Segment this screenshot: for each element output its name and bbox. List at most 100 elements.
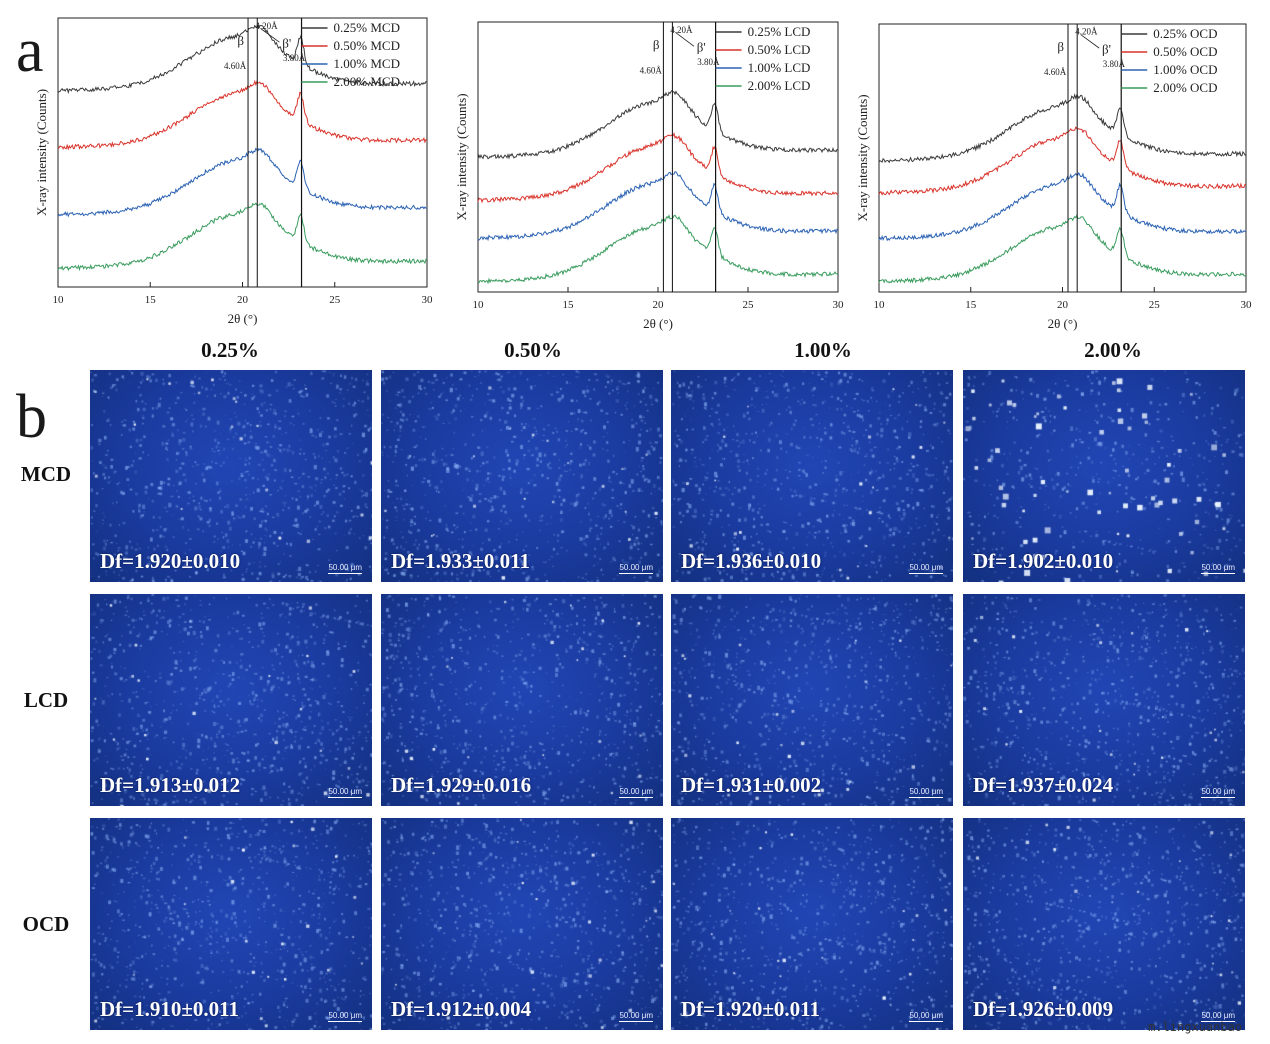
micrograph-mcd-0: Df=1.920±0.010 50.00 μm xyxy=(90,370,372,582)
xrd-chart-2: β 4.60Å β' 4.20Å 3.80Å 0.25% OCD 0.50% OCD 1.00… xyxy=(855,23,1253,331)
series-line-0 xyxy=(477,89,839,160)
annotation-4: 3.80Å xyxy=(1103,59,1126,69)
xrd-chart-1: β 4.60Å β' 4.20Å 3.80Å 0.25% LCD 0.50% LCD 1.00… xyxy=(454,21,845,331)
fractal-dimension-label: Df=1.929±0.016 xyxy=(391,773,532,797)
legend-entry-2: 1.00% OCD xyxy=(1153,62,1217,77)
crystal-texture xyxy=(671,594,953,806)
fractal-dimension-label: Df=1.937±0.024 xyxy=(973,773,1114,797)
fractal-dimension-label: Df=1.920±0.011 xyxy=(681,997,820,1021)
panel-a-label: a xyxy=(16,17,44,85)
crystal-texture xyxy=(381,370,663,582)
annotation-4: 3.80Å xyxy=(283,53,306,63)
legend-entry-3: 2.00% MCD xyxy=(334,74,400,89)
x-tick-label-4: 30 xyxy=(1241,299,1253,311)
legend-entry-1: 0.50% MCD xyxy=(334,38,400,53)
annotation-2: β' xyxy=(282,36,291,51)
legend-entry-2: 1.00% MCD xyxy=(334,56,400,71)
fractal-dimension-label: Df=1.920±0.010 xyxy=(100,549,241,573)
fractal-dimension-label: Df=1.912±0.004 xyxy=(391,997,532,1021)
scale-bar: 50.00 μm xyxy=(328,1011,362,1022)
micrograph-lcd-2: Df=1.931±0.002 50.00 μm xyxy=(671,594,953,806)
x-tick-label-4: 30 xyxy=(422,294,434,306)
series-line-2 xyxy=(477,171,839,242)
row-header-lcd: LCD xyxy=(23,688,69,712)
x-tick-label-1: 15 xyxy=(563,299,575,311)
legend-entry-0: 0.25% MCD xyxy=(334,20,400,35)
legend-entry-2: 1.00% LCD xyxy=(748,60,811,75)
x-tick-label-2: 20 xyxy=(653,299,665,311)
series-line-1 xyxy=(477,132,839,204)
series-line-1 xyxy=(878,126,1247,196)
y-axis-label: X-ray intensity (Counts) xyxy=(454,93,469,220)
micrograph-mcd-1: Df=1.933±0.011 50.00 μm xyxy=(381,370,663,582)
crystal-texture xyxy=(90,594,372,806)
annotation-arrow xyxy=(675,32,695,47)
legend-entry-0: 0.25% OCD xyxy=(1153,26,1217,41)
y-axis-label: X-ray intensity (Counts) xyxy=(34,89,49,216)
annotation-0: β xyxy=(1057,39,1064,54)
crystal-texture xyxy=(90,818,372,1030)
legend-entry-0: 0.25% LCD xyxy=(748,24,811,39)
annotation-arrow xyxy=(260,28,280,43)
fractal-dimension-label: Df=1.910±0.011 xyxy=(100,997,239,1021)
row-header-ocd: OCD xyxy=(22,912,70,936)
annotation-3: 4.20Å xyxy=(1075,27,1098,37)
fractal-dimension-label: Df=1.931±0.002 xyxy=(681,773,822,797)
annotation-2: β' xyxy=(697,40,706,55)
micrograph-lcd-1: Df=1.929±0.016 50.00 μm xyxy=(381,594,663,806)
legend-entry-3: 2.00% OCD xyxy=(1153,80,1217,95)
crystal-texture xyxy=(671,370,953,582)
column-header-3: 2.00% xyxy=(1084,338,1142,362)
y-axis-label: X-ray intensity (Counts) xyxy=(855,94,870,221)
x-axis-label: 2θ (°) xyxy=(228,311,258,326)
fractal-dimension-label: Df=1.933±0.011 xyxy=(391,549,530,573)
crystal-texture xyxy=(963,370,1245,582)
xrd-chart-0: β 4.60Å β' 4.20Å 3.80Å 0.25% MCD 0.50% MCD 1.00… xyxy=(34,17,434,326)
series-line-3 xyxy=(57,202,428,272)
scale-bar: 50.00 μm xyxy=(619,1011,653,1022)
annotation-1: 4.60Å xyxy=(640,65,663,75)
series-line-3 xyxy=(477,214,839,285)
crystal-texture xyxy=(381,818,663,1030)
annotation-4: 3.80Å xyxy=(697,57,720,67)
x-tick-label-1: 15 xyxy=(145,294,157,306)
scale-bar: 50.00 μm xyxy=(619,787,653,798)
micrograph-ocd-2: Df=1.920±0.011 50.00 μm xyxy=(671,818,953,1030)
scale-bar: 50.00 μm xyxy=(619,563,653,574)
column-header-2: 1.00% xyxy=(794,338,852,362)
annotation-3: 4.20Å xyxy=(255,21,278,31)
xrd-charts: β 4.60Å β' 4.20Å 3.80Å 0.25% MCD 0.50% MCD 1.00… xyxy=(34,17,1253,331)
x-tick-label-0: 10 xyxy=(53,294,65,306)
crystal-texture xyxy=(963,818,1245,1030)
series-line-2 xyxy=(57,147,428,218)
scale-bar: 50.00 μm xyxy=(1201,563,1235,574)
x-tick-label-3: 25 xyxy=(743,299,755,311)
annotation-2: β' xyxy=(1102,41,1111,56)
fractal-dimension-label: Df=1.926±0.009 xyxy=(973,997,1114,1021)
crystal-texture xyxy=(90,370,372,582)
scale-bar: 50.00 μm xyxy=(1201,787,1235,798)
scale-bar: 50.00 μm xyxy=(1201,1011,1235,1022)
x-tick-label-4: 30 xyxy=(833,299,845,311)
watermark: m.lingxuanbao xyxy=(1148,1020,1242,1034)
scale-bar: 50.00 μm xyxy=(909,563,943,574)
annotation-1: 4.60Å xyxy=(224,61,247,71)
micrograph-lcd-3: Df=1.937±0.024 50.00 μm xyxy=(963,594,1245,806)
fractal-dimension-label: Df=1.913±0.012 xyxy=(100,773,241,797)
series-line-0 xyxy=(57,24,427,95)
x-tick-label-2: 20 xyxy=(1057,299,1069,311)
column-header-1: 0.50% xyxy=(504,338,562,362)
fractal-dimension-label: Df=1.902±0.010 xyxy=(973,549,1114,573)
annotation-arrow xyxy=(1080,34,1100,49)
column-header-0: 0.25% xyxy=(201,338,259,362)
scale-bar: 50.00 μm xyxy=(328,563,362,574)
x-tick-label-0: 10 xyxy=(874,299,886,311)
micrograph-lcd-0: Df=1.913±0.012 50.00 μm xyxy=(90,594,372,806)
scale-bar: 50.00 μm xyxy=(909,787,943,798)
panel-b-label: b xyxy=(16,383,47,451)
annotation-0: β xyxy=(237,33,244,48)
series-line-0 xyxy=(878,93,1247,164)
x-axis-label: 2θ (°) xyxy=(643,316,673,331)
x-tick-label-3: 25 xyxy=(1149,299,1161,311)
crystal-texture xyxy=(963,594,1245,806)
